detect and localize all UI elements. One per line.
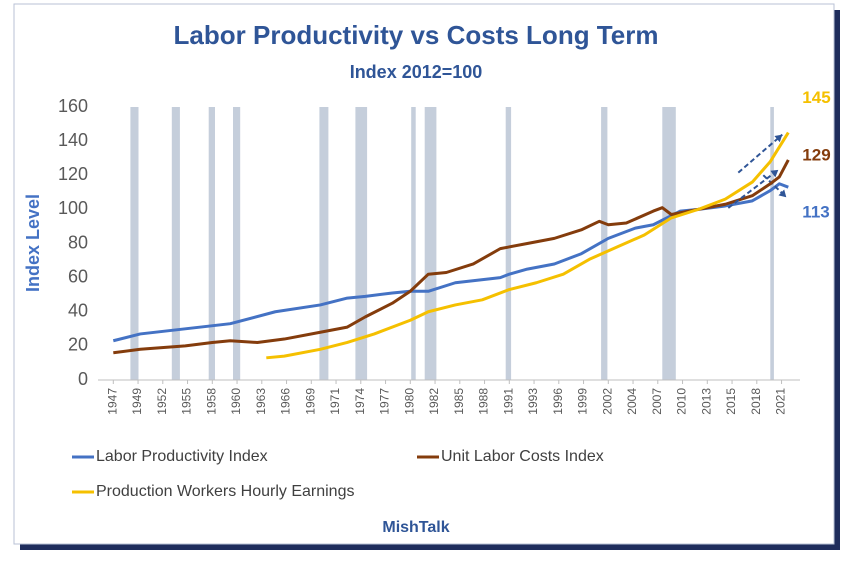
x-tick-label: 2010 (675, 388, 689, 415)
legend-label: Labor Productivity Index (96, 448, 268, 465)
y-tick-label: 160 (58, 96, 88, 116)
recession-band (355, 107, 368, 380)
y-tick-label: 140 (58, 130, 88, 150)
arrow-head (770, 169, 779, 178)
series-line (266, 131, 790, 360)
arrow-head (778, 189, 787, 198)
source: MishTalk (382, 519, 449, 536)
x-tick-label: 2004 (625, 388, 639, 415)
recession-band (171, 107, 180, 380)
x-tick-label: 2007 (650, 388, 664, 415)
recession-band (601, 107, 608, 380)
y-tick-label: 40 (68, 301, 88, 321)
recession-band (319, 107, 329, 380)
y-tick-label: 60 (68, 266, 88, 286)
x-tick-label: 1996 (551, 388, 565, 415)
x-tick-label: 1952 (155, 388, 169, 415)
y-tick-label: 0 (78, 369, 88, 389)
x-tick-label: 1960 (229, 388, 243, 415)
trend-arrow (727, 169, 779, 209)
y-axis-label: Index Level (23, 194, 43, 292)
chart-subtitle: Index 2012=100 (350, 62, 483, 82)
x-tick-label: 1958 (204, 388, 218, 415)
recession-band (130, 107, 139, 380)
y-tick-label: 80 (68, 232, 88, 252)
x-tick-label: 1974 (353, 388, 367, 415)
card (13, 3, 835, 545)
recession-band (770, 107, 774, 380)
x-tick-label: 1999 (576, 388, 590, 415)
recession-band (411, 107, 416, 380)
x-tick-label: 2002 (600, 388, 614, 415)
x-tick-label: 1963 (254, 388, 268, 415)
x-tick-label: 2013 (699, 388, 713, 415)
y-tick-label: 20 (68, 335, 88, 355)
recession-band (662, 107, 676, 380)
recession-band (424, 107, 437, 380)
y-tick-label: 120 (58, 164, 88, 184)
x-tick-label: 2015 (724, 388, 738, 415)
x-tick-label: 1955 (180, 388, 194, 415)
x-tick-label: 1985 (452, 388, 466, 415)
x-tick-label: 1971 (328, 388, 342, 415)
x-tick-label: 1988 (477, 388, 491, 415)
trend-arrow (737, 133, 783, 174)
x-tick-label: 1947 (105, 388, 119, 415)
arrow-head (774, 134, 783, 143)
value-label: 113 (802, 203, 829, 222)
value-label: 129 (802, 145, 830, 164)
x-tick-label: 1966 (279, 388, 293, 415)
recession-band (505, 107, 512, 380)
x-tick-label: 2018 (749, 388, 763, 415)
recession-band (233, 107, 241, 380)
value-label: 145 (802, 88, 830, 107)
x-tick-label: 2021 (774, 388, 788, 415)
y-tick-label: 100 (58, 198, 88, 218)
x-tick-label: 1993 (526, 388, 540, 415)
x-tick-label: 1982 (427, 388, 441, 415)
x-tick-label: 1991 (501, 388, 515, 415)
recession-band (208, 107, 215, 380)
legend-label: Unit Labor Costs Index (441, 448, 604, 465)
x-tick-label: 1969 (303, 388, 317, 415)
legend-label: Production Workers Hourly Earnings (96, 483, 354, 500)
x-tick-label: 1949 (130, 388, 144, 415)
x-tick-label: 1980 (402, 388, 416, 415)
x-tick-label: 1977 (378, 388, 392, 415)
chart-title: Labor Productivity vs Costs Long Term (174, 20, 659, 50)
